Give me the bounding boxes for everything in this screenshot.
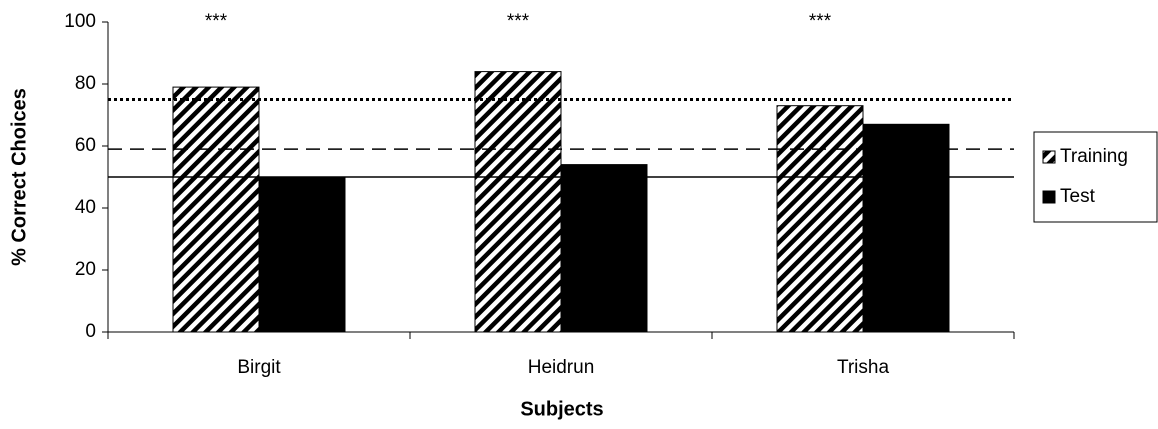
y-tick-label: 100 [64,11,96,32]
annotation: *** [507,11,530,32]
x-tick-label: Trisha [837,357,890,378]
bar [172,86,260,333]
y-tick-label: 80 [75,73,96,94]
legend-box [1033,131,1158,223]
y-tick-label: 40 [75,197,96,218]
y-tick-label: 60 [75,135,96,156]
legend-swatch [1042,190,1056,204]
legend-label: Training [1060,146,1128,167]
x-tick-label: Birgit [237,357,281,378]
annotation: *** [809,11,832,32]
bar [776,105,864,333]
y-axis-label: % Correct Choices [8,88,30,266]
bar [258,176,346,333]
bar [862,123,950,333]
x-axis-label: Subjects [520,398,603,420]
bar [560,164,648,333]
annotation: *** [205,11,228,32]
legend-label: Test [1060,186,1096,207]
y-tick-label: 20 [75,259,96,280]
x-tick-label: Heidrun [528,357,595,378]
bar [474,71,562,333]
y-tick-label: 0 [85,321,96,342]
legend-swatch [1042,150,1056,164]
